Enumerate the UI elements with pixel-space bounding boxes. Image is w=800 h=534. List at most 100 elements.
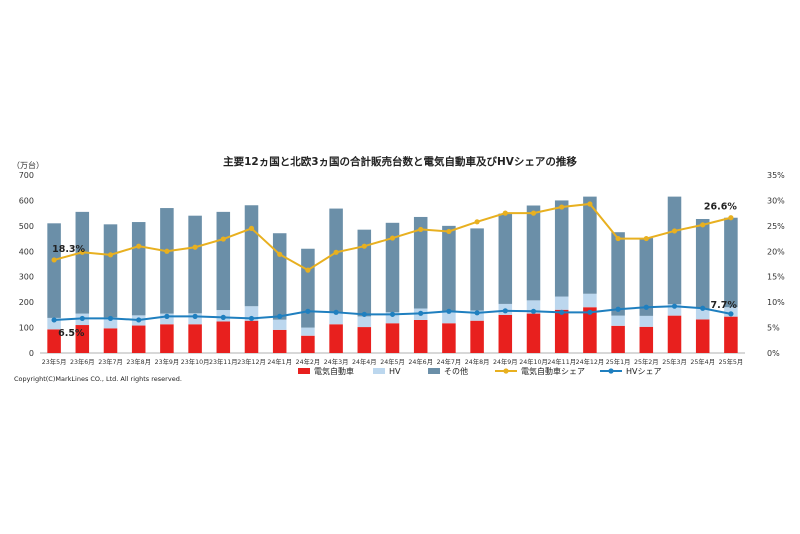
- ev-share-point: [446, 228, 452, 235]
- ev-share-point: [559, 204, 565, 210]
- hv-share-label-last: 7.7%: [711, 300, 738, 311]
- hv-share-point: [446, 308, 452, 314]
- legend-marker: [608, 368, 614, 374]
- x-tick-label: 24年1月: [267, 357, 292, 366]
- bar-ev: [583, 307, 597, 353]
- bar-other: [413, 216, 428, 309]
- ev-share-point: [530, 210, 537, 216]
- hv-share-point: [418, 310, 424, 316]
- bar-other: [667, 196, 682, 305]
- bar-ev: [47, 329, 61, 353]
- bar-ev: [470, 320, 484, 353]
- chart-svg: 主要12ヵ国と北欧3ヵ国の合計販売台数と電気自動車及びHVシェアの推移 （万台）…: [12, 155, 785, 383]
- y2-tick-label: 20%: [767, 247, 785, 256]
- bar-other: [611, 232, 625, 316]
- bar-other: [47, 223, 61, 318]
- bar-ev: [329, 324, 343, 353]
- bar-hv: [695, 308, 710, 320]
- x-tick-label: 23年7月: [98, 357, 123, 366]
- x-tick-label: 24年2月: [296, 357, 321, 366]
- legend-label: その他: [444, 366, 468, 376]
- bar-hv: [611, 315, 625, 326]
- y2-tick-label: 10%: [767, 298, 785, 307]
- hv-share-point: [643, 304, 649, 310]
- y-tick-label: 400: [19, 247, 34, 256]
- bar-ev: [103, 328, 118, 353]
- bar-hv: [301, 327, 315, 336]
- ev-share-point: [615, 235, 621, 242]
- bar-ev: [75, 325, 90, 353]
- hv-share-label-first: 6.5%: [58, 328, 85, 339]
- x-tick-label: 24年8月: [465, 357, 490, 366]
- bar-ev: [611, 325, 625, 353]
- bar-hv: [470, 310, 484, 321]
- hv-share-point: [333, 309, 339, 315]
- x-tick-label: 24年7月: [437, 357, 462, 366]
- ev-share-point: [728, 215, 734, 221]
- legend-label: 電気自動車: [314, 366, 354, 376]
- ev-share-point: [643, 235, 649, 242]
- bar-ev: [498, 314, 513, 353]
- x-tick-label: 25年5月: [719, 357, 744, 366]
- y2-tick-label: 25%: [767, 222, 785, 231]
- x-tick-label: 24年6月: [408, 357, 433, 366]
- ev-share-point: [587, 201, 593, 207]
- bar-other: [301, 248, 315, 328]
- bar-hv: [554, 296, 569, 310]
- bar-other: [131, 222, 146, 316]
- x-tick-label: 25年3月: [662, 357, 687, 366]
- ev-share-point: [51, 257, 57, 263]
- bar-other: [188, 215, 202, 314]
- bar-ev: [244, 320, 259, 353]
- ev-share-point: [389, 235, 396, 241]
- ev-share-point: [361, 243, 367, 249]
- ev-share-point: [220, 236, 226, 242]
- y-tick-label: 300: [19, 273, 34, 282]
- bar-ev: [724, 316, 738, 353]
- y-tick-label: 100: [19, 324, 34, 333]
- ev-share-point: [192, 244, 198, 250]
- x-tick-label: 24年5月: [380, 357, 405, 366]
- bar-other: [244, 205, 259, 307]
- x-tick-label: 23年12月: [237, 357, 266, 366]
- y-tick-label: 700: [19, 171, 34, 180]
- y-tick-label: 0: [29, 349, 34, 358]
- bar-ev: [695, 319, 710, 353]
- y-axis-unit: （万台）: [12, 160, 44, 170]
- bar-other: [470, 228, 484, 311]
- bar-other: [75, 211, 90, 314]
- ev-share-point: [164, 248, 170, 254]
- bar-other: [695, 218, 710, 309]
- data-labels: 18.3% 26.6% 6.5% 7.7%: [52, 202, 737, 339]
- ev-share-point: [277, 251, 283, 257]
- bar-other: [272, 233, 287, 320]
- bar-other: [526, 205, 541, 301]
- hv-share-point: [164, 313, 170, 319]
- bar-other: [554, 200, 569, 297]
- line-series: [51, 201, 734, 323]
- legend-swatch: [373, 368, 385, 374]
- legend-label: HV: [389, 367, 401, 376]
- hv-share-point: [107, 315, 114, 322]
- y-tick-label: 600: [19, 196, 34, 205]
- hv-share-point: [530, 308, 537, 314]
- ev-share-label-first: 18.3%: [52, 244, 85, 255]
- x-tick-label: 24年12月: [576, 357, 605, 366]
- bar-ev: [639, 326, 654, 353]
- hv-share-point: [502, 308, 508, 314]
- y-tick-label: 200: [19, 298, 34, 307]
- hv-share-point: [615, 306, 621, 312]
- ev-share-point: [79, 249, 85, 255]
- hv-share-point: [559, 309, 565, 315]
- hv-share-point: [248, 315, 255, 322]
- bar-other: [385, 222, 400, 313]
- y2-tick-label: 15%: [767, 273, 785, 282]
- ev-share-point: [671, 228, 678, 234]
- x-tick-label: 24年3月: [324, 357, 349, 366]
- x-tick-label: 24年10月: [519, 357, 548, 366]
- bar-ev: [131, 325, 146, 353]
- legend-label: 電気自動車シェア: [521, 366, 585, 376]
- bar-other: [216, 211, 231, 311]
- ev-share-point: [136, 243, 142, 249]
- hv-share-point: [728, 311, 734, 317]
